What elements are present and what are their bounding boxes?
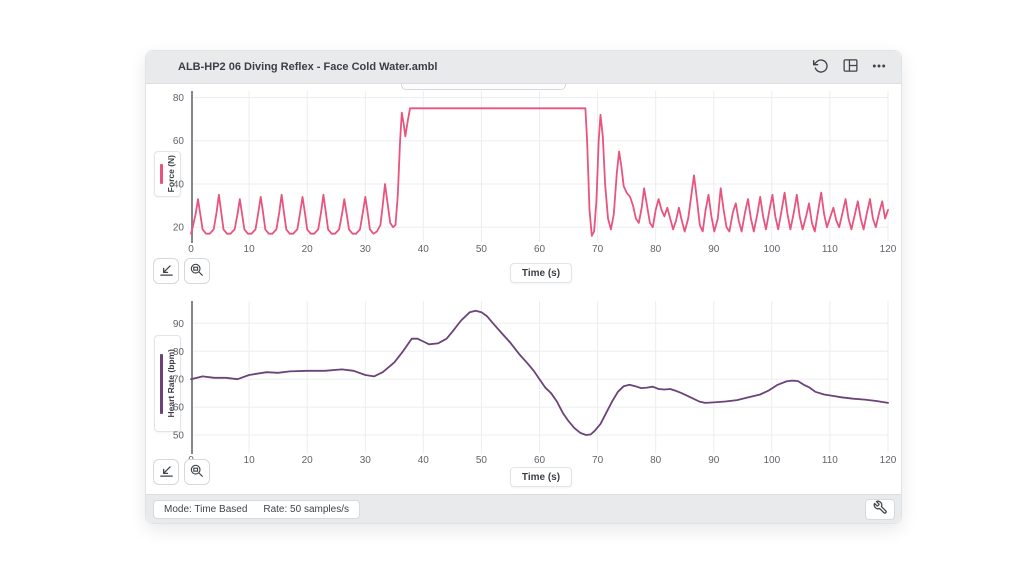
x-tick-label: 60 bbox=[534, 455, 546, 466]
magnifier-rect-icon bbox=[189, 262, 205, 281]
x-tick-label: 20 bbox=[302, 455, 314, 466]
y-tick-label: 80 bbox=[173, 347, 185, 358]
x-tick-label: 30 bbox=[360, 244, 372, 255]
y-tick-label: 60 bbox=[173, 136, 185, 147]
x-tick-label: 20 bbox=[302, 244, 314, 255]
y-tick-label: 80 bbox=[173, 93, 185, 104]
x-tick-label: 40 bbox=[418, 244, 430, 255]
x-tick-label: 80 bbox=[650, 455, 662, 466]
force-series-line bbox=[190, 107, 889, 237]
x-tick-label: 110 bbox=[822, 244, 838, 255]
window-title: ALB-HP2 06 Diving Reflex - Face Cold Wat… bbox=[178, 61, 438, 73]
clipped-floating-toolbar bbox=[401, 84, 566, 90]
x-tick-label: 50 bbox=[476, 244, 488, 255]
y-tick-label: 20 bbox=[173, 223, 185, 234]
force-channel-swatch bbox=[159, 164, 163, 184]
zoom-selection-button[interactable] bbox=[184, 459, 210, 485]
window-header-actions bbox=[811, 57, 889, 77]
heart-rate-chart-tools bbox=[153, 459, 210, 485]
heart-rate-plot-area[interactable]: 01020304050607080901001101205060708090 bbox=[173, 301, 897, 466]
wrench-icon bbox=[873, 500, 888, 518]
x-tick-label: 10 bbox=[244, 455, 256, 466]
x-tick-label: 70 bbox=[592, 244, 604, 255]
y-tick-label: 60 bbox=[173, 403, 185, 414]
y-tick-label: 40 bbox=[173, 180, 185, 191]
heart-rate-channel-swatch bbox=[159, 353, 163, 414]
y-tick-label: 90 bbox=[173, 319, 185, 330]
x-tick-label: 100 bbox=[763, 244, 780, 255]
x-tick-label: 110 bbox=[822, 455, 838, 466]
more-menu-button[interactable] bbox=[869, 57, 889, 77]
x-tick-label: 60 bbox=[534, 244, 546, 255]
document-icon bbox=[157, 56, 171, 78]
rate-label: Rate: 50 samples/s bbox=[263, 503, 349, 515]
autoscale-icon bbox=[158, 261, 175, 281]
rotate-ccw-icon bbox=[813, 58, 829, 77]
x-tick-label: 90 bbox=[708, 455, 720, 466]
autoscale-button[interactable] bbox=[153, 459, 179, 485]
app-window: ALB-HP2 06 Diving Reflex - Face Cold Wat… bbox=[145, 50, 902, 524]
time-axis-label[interactable]: Time (s) bbox=[510, 467, 572, 487]
x-tick-label: 80 bbox=[650, 244, 662, 255]
undo-revert-button[interactable] bbox=[811, 57, 831, 77]
x-tick-label: 120 bbox=[880, 455, 897, 466]
wrench-settings-button[interactable] bbox=[865, 498, 895, 520]
window-header-left: ALB-HP2 06 Diving Reflex - Face Cold Wat… bbox=[157, 56, 437, 78]
x-tick-label: 100 bbox=[763, 455, 780, 466]
heart-rate-series-line bbox=[190, 309, 889, 436]
magnifier-rect-icon bbox=[189, 463, 205, 482]
layout-panes-button[interactable] bbox=[840, 57, 860, 77]
x-tick-label: 30 bbox=[360, 455, 372, 466]
y-tick-label: 70 bbox=[173, 375, 185, 386]
status-bar: Mode: Time Based Rate: 50 samples/s bbox=[146, 494, 901, 523]
force-axis-legend[interactable]: Force (N) bbox=[154, 151, 181, 197]
zoom-selection-button[interactable] bbox=[184, 258, 210, 284]
x-tick-label: 90 bbox=[708, 244, 720, 255]
ellipsis-icon bbox=[871, 58, 887, 77]
autoscale-button[interactable] bbox=[153, 258, 179, 284]
autoscale-icon bbox=[158, 462, 175, 482]
x-tick-label: 10 bbox=[244, 244, 256, 255]
x-tick-label: 70 bbox=[592, 455, 604, 466]
heart-rate-axis-legend[interactable]: Heart Rate (bpm) bbox=[154, 335, 181, 432]
window-header: ALB-HP2 06 Diving Reflex - Face Cold Wat… bbox=[146, 51, 901, 84]
acquisition-settings-box: Mode: Time Based Rate: 50 samples/s bbox=[153, 499, 360, 519]
x-tick-label: 40 bbox=[418, 455, 430, 466]
force-plot-area[interactable]: 0 10 20 30 40 50 60 70 80 90 100 110 120 20 40 60 80 bbox=[173, 91, 897, 255]
mode-label: Mode: Time Based bbox=[164, 503, 248, 515]
x-tick-label: 120 bbox=[880, 244, 897, 255]
x-tick-label: 50 bbox=[476, 455, 488, 466]
y-tick-label: 50 bbox=[173, 431, 185, 442]
time-axis-label[interactable]: Time (s) bbox=[510, 263, 572, 283]
split-pane-icon bbox=[842, 57, 859, 77]
x-tick-label: 0 bbox=[188, 244, 194, 255]
force-chart-tools bbox=[153, 258, 210, 284]
